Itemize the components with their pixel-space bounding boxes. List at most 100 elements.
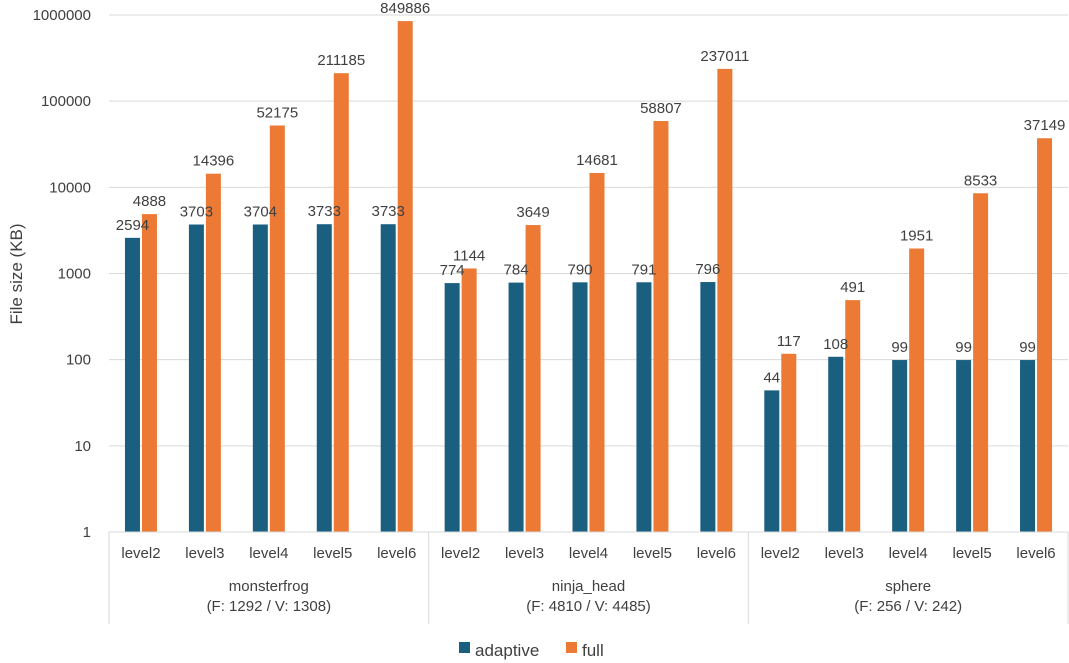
data-label-full: 8533 [964, 172, 997, 189]
data-label-full: 1144 [453, 247, 485, 264]
data-label-full: 849886 [380, 0, 430, 17]
bars [124, 21, 1053, 533]
data-label-adaptive: 774 [440, 262, 465, 279]
category-label: level6 [377, 545, 416, 562]
data-label-adaptive: 2594 [116, 217, 149, 234]
legend-swatch-adaptive [459, 642, 470, 653]
bar-full [141, 214, 157, 532]
data-label-full: 14681 [576, 152, 618, 169]
group-label: sphere [885, 578, 931, 595]
data-label-full: 37149 [1024, 117, 1066, 134]
data-label-full: 52175 [256, 105, 298, 122]
category-label: level2 [761, 545, 800, 562]
y-tick-label: 10000 [49, 179, 91, 196]
bar-full [205, 173, 221, 532]
bar-adaptive [764, 390, 780, 532]
category-label: level6 [1016, 545, 1055, 562]
data-label-full: 237011 [700, 48, 749, 65]
y-tick-label: 1000 [58, 266, 91, 283]
bar-adaptive [828, 356, 844, 532]
data-label-full: 491 [840, 279, 865, 296]
data-label-adaptive: 99 [1019, 339, 1036, 356]
y-tick-label: 10 [74, 438, 91, 455]
y-tick-label: 100 [66, 352, 91, 369]
category-label: level5 [313, 545, 352, 562]
y-tick-label: 1 [83, 524, 91, 541]
data-label-adaptive: 791 [631, 261, 656, 278]
bar-full [845, 300, 861, 532]
bar-adaptive [124, 237, 140, 532]
bar-adaptive [252, 224, 268, 532]
bar-full [333, 73, 349, 533]
category-label: level4 [249, 545, 288, 562]
bar-full [589, 172, 605, 533]
y-tick-label: 100000 [41, 93, 91, 110]
data-label-adaptive: 3704 [244, 203, 277, 220]
bar-adaptive [316, 224, 332, 532]
bar-full [525, 225, 541, 532]
data-label-full: 4888 [133, 193, 166, 210]
legend-swatch-full [566, 642, 577, 653]
bar-full [717, 68, 733, 532]
category-label: level4 [889, 545, 928, 562]
data-label-adaptive: 3733 [372, 203, 405, 220]
bar-adaptive [572, 282, 588, 532]
bar-adaptive [700, 282, 716, 532]
y-axis-label: File size (KB) [7, 223, 26, 324]
data-label-full: 1951 [900, 227, 933, 244]
data-label-full: 58807 [640, 100, 682, 117]
data-label-adaptive: 796 [695, 261, 720, 278]
bar-adaptive [1020, 360, 1036, 532]
data-label-adaptive: 790 [567, 261, 592, 278]
legend: adaptive full [459, 641, 604, 660]
bar-full [461, 268, 477, 532]
category-label: level2 [441, 545, 480, 562]
category-label: level3 [185, 545, 224, 562]
y-tick-label: 1000000 [33, 7, 91, 24]
y-axis-ticks: 1 10 100 1000 10000 100000 1000000 [33, 7, 91, 541]
category-label: level2 [121, 545, 160, 562]
category-label: level3 [825, 545, 864, 562]
group-label: (F: 1292 / V: 1308) [207, 598, 332, 615]
legend-label-full: full [582, 641, 604, 660]
bar-adaptive [892, 360, 908, 532]
group-label: (F: 256 / V: 242) [854, 598, 962, 615]
data-label-full: 14396 [193, 153, 235, 170]
data-labels: 2594 4888 3703 14396 3704 52175 3733 211185 3733… [116, 0, 1066, 386]
data-label-full: 211185 [317, 52, 365, 69]
bar-full [909, 248, 925, 532]
category-label: level5 [633, 545, 672, 562]
bar-adaptive [188, 224, 204, 532]
group-label: monsterfrog [229, 578, 309, 595]
data-label-adaptive: 108 [823, 336, 848, 353]
data-label-adaptive: 3703 [180, 204, 213, 221]
bar-full [397, 21, 413, 532]
data-label-adaptive: 99 [955, 339, 972, 356]
data-label-full: 3649 [516, 204, 549, 221]
bar-full [1037, 138, 1053, 532]
bar-adaptive [444, 283, 460, 532]
bar-adaptive [636, 282, 652, 532]
data-label-adaptive: 99 [891, 339, 908, 356]
bar-adaptive [380, 224, 396, 532]
bar-full [269, 125, 285, 532]
legend-label-adaptive: adaptive [475, 641, 539, 660]
bar-adaptive [956, 360, 972, 532]
x-axis: level2 level3 level4 level5 level6 monsterfro… [108, 531, 1069, 624]
category-label: level4 [569, 545, 608, 562]
category-label: level6 [697, 545, 736, 562]
data-label-adaptive: 3733 [308, 203, 341, 220]
category-label: level3 [505, 545, 544, 562]
bar-full [973, 193, 989, 532]
data-label-adaptive: 44 [763, 369, 780, 386]
data-label-adaptive: 784 [504, 262, 529, 279]
data-label-full: 117 [777, 333, 801, 350]
bar-adaptive [508, 282, 524, 532]
category-label: level5 [952, 545, 991, 562]
bar-full [653, 121, 669, 532]
grid-lines [109, 14, 1068, 533]
bar-full [781, 353, 797, 532]
group-label: (F: 4810 / V: 4485) [526, 598, 651, 615]
group-label: ninja_head [552, 578, 625, 595]
